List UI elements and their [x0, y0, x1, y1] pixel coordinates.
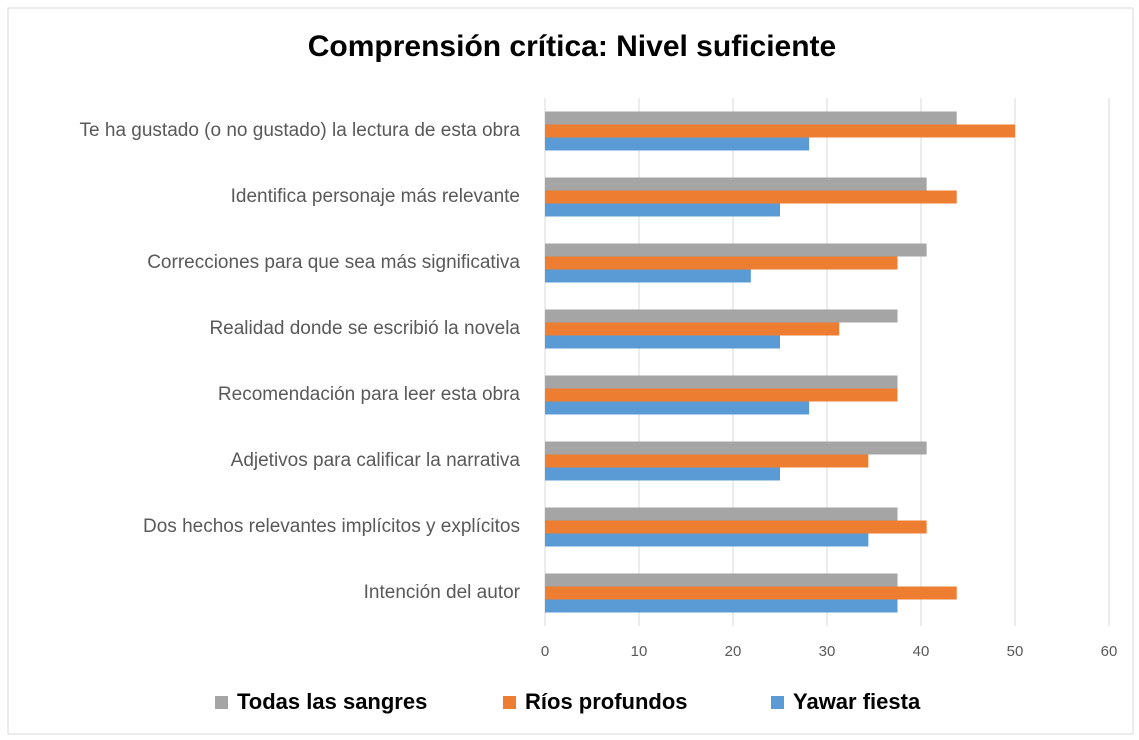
bar: [545, 467, 780, 481]
bar: [545, 137, 810, 151]
legend-swatch: [503, 696, 516, 709]
bar: [545, 388, 898, 402]
legend-label: Yawar fiesta: [793, 689, 921, 714]
bar: [545, 269, 751, 283]
bar: [545, 375, 898, 389]
legend-label: Ríos profundos: [525, 689, 688, 714]
y-tick-label: Realidad donde se escribió la novela: [209, 318, 520, 339]
x-tick-label: 10: [631, 643, 648, 660]
legend-swatch: [771, 696, 784, 709]
bar: [545, 573, 898, 587]
legend-label: Todas las sangres: [237, 689, 427, 714]
bar: [545, 322, 840, 336]
bar: [545, 203, 780, 217]
y-tick-label: Correcciones para que sea más significat…: [147, 252, 520, 273]
bar: [545, 309, 898, 323]
y-tick-label: Te ha gustado (o no gustado) la lectura …: [79, 120, 520, 141]
y-tick-label: Dos hechos relevantes implícitos y explí…: [143, 516, 520, 537]
legend-swatch: [215, 696, 228, 709]
bar: [545, 335, 780, 349]
y-tick-label: Intención del autor: [363, 582, 520, 603]
x-tick-label: 0: [541, 643, 549, 660]
bar: [545, 599, 898, 613]
bar: [545, 177, 927, 191]
bar: [545, 190, 957, 204]
x-tick-label: 50: [1007, 643, 1024, 660]
x-tick-label: 40: [913, 643, 930, 660]
bar: [545, 124, 1015, 138]
x-tick-label: 30: [819, 643, 836, 660]
y-tick-label: Adjetivos para calificar la narrativa: [230, 450, 520, 471]
x-tick-label: 60: [1101, 643, 1118, 660]
bar: [545, 256, 898, 270]
bar: [545, 441, 927, 455]
y-tick-label: Identifica personaje más relevante: [230, 186, 520, 207]
bar: [545, 520, 927, 534]
y-tick-label: Recomendación para leer esta obra: [217, 384, 520, 405]
x-tick-label: 20: [725, 643, 742, 660]
bar: [545, 401, 810, 415]
bar: [545, 586, 957, 600]
bar: [545, 454, 869, 468]
bar: [545, 111, 957, 125]
bar: [545, 243, 927, 257]
bar: [545, 507, 898, 521]
chart-border: [7, 7, 1134, 735]
chart-title: Comprensión crítica: Nivel suficiente: [308, 30, 836, 63]
bar: [545, 533, 869, 547]
